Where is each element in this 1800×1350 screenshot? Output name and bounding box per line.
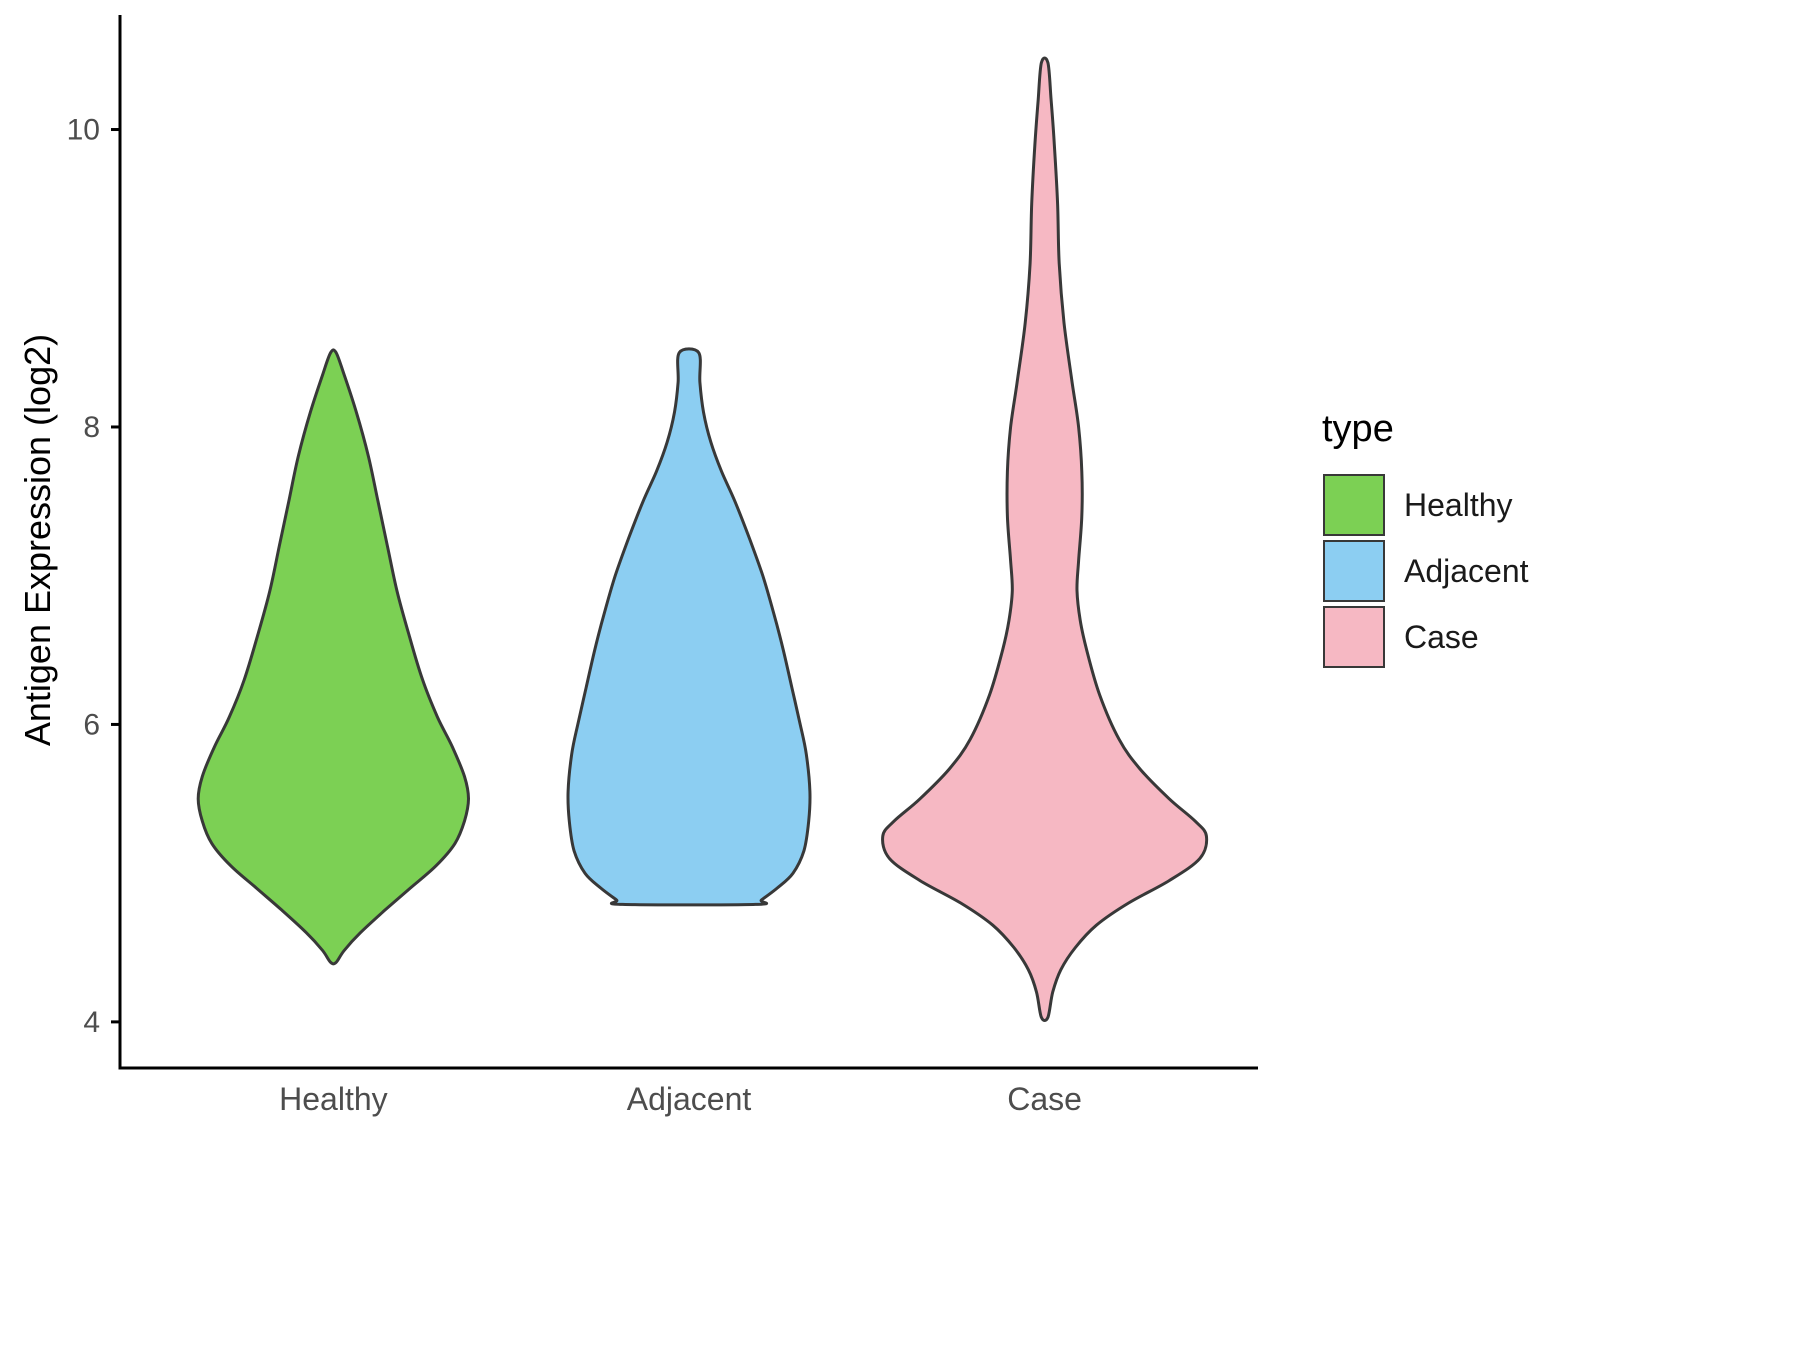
legend-swatch-case <box>1323 606 1385 668</box>
y-tick-label-4: 4 <box>83 1006 100 1039</box>
legend-item-adjacent: Adjacent <box>1322 539 1529 603</box>
legend-swatch-healthy <box>1323 474 1385 536</box>
legend-label-adjacent: Adjacent <box>1404 552 1529 589</box>
legend-swatch-adjacent <box>1323 540 1385 602</box>
legend-title: type <box>1322 408 1394 450</box>
legend: type Healthy Adjacent Case <box>1322 408 1529 671</box>
legend-item-case: Case <box>1322 605 1529 669</box>
violin-case <box>881 56 1209 1023</box>
violin-adjacent <box>566 347 812 907</box>
legend-swatch-rect <box>1323 540 1385 602</box>
x-tick-label-adjacent: Adjacent <box>627 1081 752 1117</box>
x-tick-label-case: Case <box>1007 1081 1082 1117</box>
y-tick-label-8: 8 <box>83 411 100 444</box>
legend-label-case: Case <box>1404 618 1479 655</box>
violin-healthy <box>196 348 470 966</box>
legend-swatch-rect <box>1323 606 1385 668</box>
legend-swatch-rect <box>1323 474 1385 536</box>
legend-item-healthy: Healthy <box>1322 473 1529 537</box>
y-tick-label-6: 6 <box>83 708 100 741</box>
legend-label-healthy: Healthy <box>1404 486 1513 523</box>
x-tick-label-healthy: Healthy <box>279 1081 388 1117</box>
y-tick-label-10: 10 <box>67 114 100 147</box>
y-axis-title: Antigen Expression (log2) <box>17 333 58 747</box>
